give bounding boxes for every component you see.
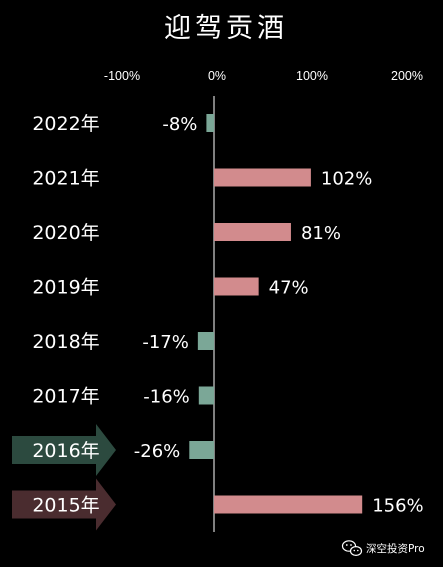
value-label: 47% (269, 278, 309, 299)
bar (197, 332, 214, 350)
value-label: 81% (301, 223, 341, 244)
bar (189, 441, 214, 459)
bar (214, 495, 363, 514)
x-tick-label: -100% (104, 69, 140, 83)
bar (206, 114, 214, 132)
value-label: 156% (372, 496, 423, 517)
value-label: -16% (143, 387, 190, 408)
chart-title: 迎驾贡酒 (164, 13, 288, 44)
x-tick-label: 0% (208, 69, 226, 83)
category-label: 2022年 (32, 113, 99, 135)
watermark: 深空投资Pro (341, 540, 425, 557)
wechat-icon (341, 540, 363, 557)
x-tick-label: 200% (391, 69, 423, 83)
x-tick-label: 100% (296, 69, 328, 83)
highlight-arrow (12, 424, 116, 476)
bar (214, 168, 311, 187)
value-label: -17% (142, 332, 189, 353)
bars (189, 114, 363, 514)
value-label: 102% (321, 169, 372, 190)
value-label: -26% (134, 441, 181, 462)
bar (214, 277, 259, 296)
category-label: 2018年 (32, 331, 99, 353)
bar (198, 386, 214, 405)
category-label: 2016年 (32, 440, 99, 462)
x-axis-ticks: -100% 0% 100% 200% (104, 69, 423, 83)
category-label: 2019年 (32, 277, 99, 299)
category-label: 2020年 (32, 222, 99, 244)
highlight-arrow (12, 478, 116, 531)
watermark-text: 深空投资Pro (366, 542, 425, 555)
highlight-arrows (12, 424, 116, 531)
category-label: 2017年 (32, 386, 99, 408)
category-label: 2015年 (32, 495, 99, 517)
value-labels: -8% 102% 81% 47% -17% -16% -26% 156% (134, 114, 424, 517)
category-labels: 2022年 2021年 2020年 2019年 2018年 2017年 2016年 2015年 (32, 113, 99, 517)
value-label: -8% (162, 114, 197, 135)
bar (214, 223, 291, 241)
category-label: 2021年 (32, 168, 99, 190)
